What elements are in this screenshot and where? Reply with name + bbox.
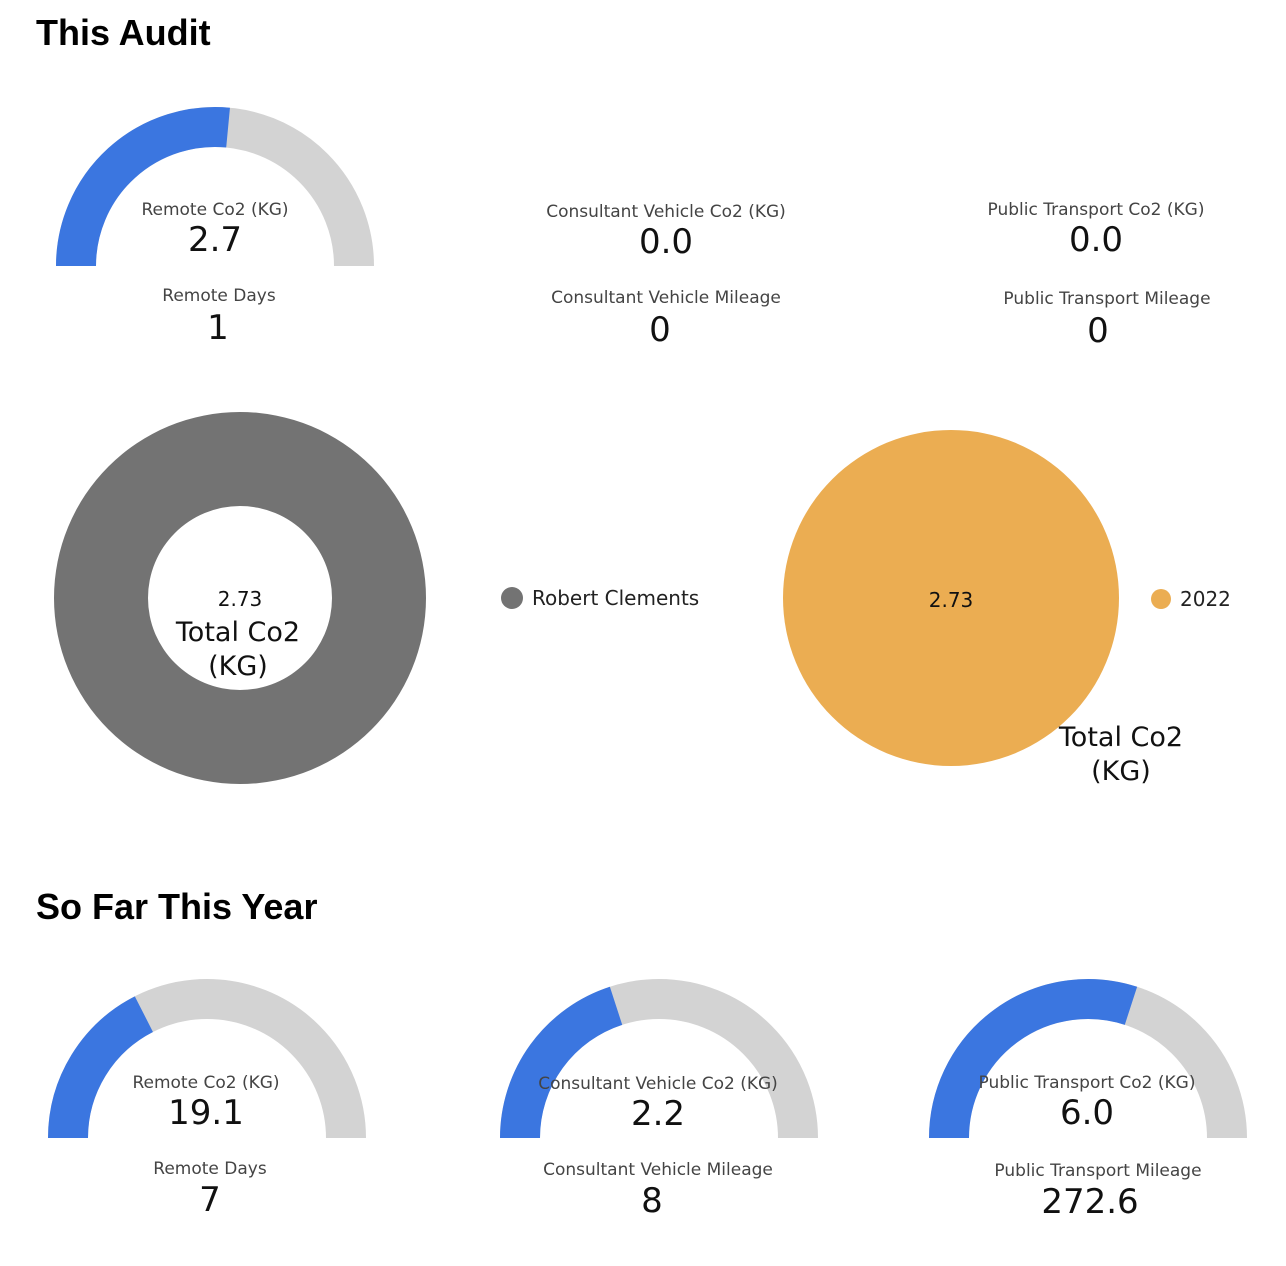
donut-legend-label: Robert Clements [532, 586, 700, 610]
transport-co2-ytd-value: 6.0 [1059, 1093, 1115, 1133]
pie-legend-item[interactable]: 2022 [1151, 587, 1231, 611]
donut-value-label: 2.73 [217, 587, 263, 611]
legend-dot-orange [1151, 589, 1171, 609]
pie-label-line1: Total Co2 [1058, 722, 1184, 753]
remote-co2-ytd-value: 19.1 [168, 1093, 244, 1133]
transport-co2-value: 0.0 [1068, 220, 1124, 260]
pie-value-label: 2.73 [928, 588, 974, 612]
vehicle-co2-ytd-label: Consultant Vehicle Co2 (KG) [538, 1074, 778, 1094]
donut-legend-item[interactable]: Robert Clements [501, 586, 699, 610]
transport-mileage-value: 0 [1087, 311, 1109, 351]
remote-days-ytd-label: Remote Days [153, 1159, 267, 1179]
transport-mileage-ytd-label: Public Transport Mileage [994, 1161, 1202, 1181]
transport-co2-label: Public Transport Co2 (KG) [987, 200, 1205, 220]
pie-label-line2: (KG) [1091, 756, 1151, 787]
pie-slice-2022[interactable] [783, 430, 1119, 766]
remote-days-ytd-value: 7 [199, 1180, 221, 1220]
pie-legend-label: 2022 [1180, 587, 1231, 611]
remote-days-label: Remote Days [162, 286, 276, 306]
remote-co2-value: 2.7 [187, 220, 243, 260]
so-far-title: So Far This Year [36, 886, 318, 927]
remote-co2-ytd-label: Remote Co2 (KG) [132, 1073, 280, 1093]
legend-dot-gray [501, 587, 523, 609]
donut-center-label-line1: Total Co2 [175, 617, 301, 648]
gauge-fill [929, 979, 1138, 1139]
vehicle-co2-value: 0.0 [638, 222, 694, 262]
gauge-fill [500, 986, 623, 1139]
transport-mileage-ytd-value: 272.6 [1041, 1182, 1139, 1222]
remote-co2-label: Remote Co2 (KG) [141, 200, 289, 220]
vehicle-mileage-ytd-value: 8 [641, 1181, 663, 1221]
gauge-fill [48, 996, 154, 1139]
this-audit-title: This Audit [36, 12, 211, 53]
transport-mileage-label: Public Transport Mileage [1003, 289, 1211, 309]
gauge-fill [56, 107, 230, 267]
donut-slice-robert-clements[interactable] [54, 412, 426, 784]
transport-co2-ytd-label: Public Transport Co2 (KG) [978, 1073, 1196, 1093]
vehicle-mileage-ytd-label: Consultant Vehicle Mileage [543, 1160, 773, 1180]
vehicle-co2-label: Consultant Vehicle Co2 (KG) [546, 202, 786, 222]
vehicle-co2-ytd-value: 2.2 [630, 1094, 686, 1134]
vehicle-mileage-label: Consultant Vehicle Mileage [551, 288, 781, 308]
vehicle-mileage-value: 0 [649, 310, 671, 350]
remote-days-value: 1 [207, 308, 229, 348]
donut-center-label-line2: (KG) [208, 651, 268, 682]
